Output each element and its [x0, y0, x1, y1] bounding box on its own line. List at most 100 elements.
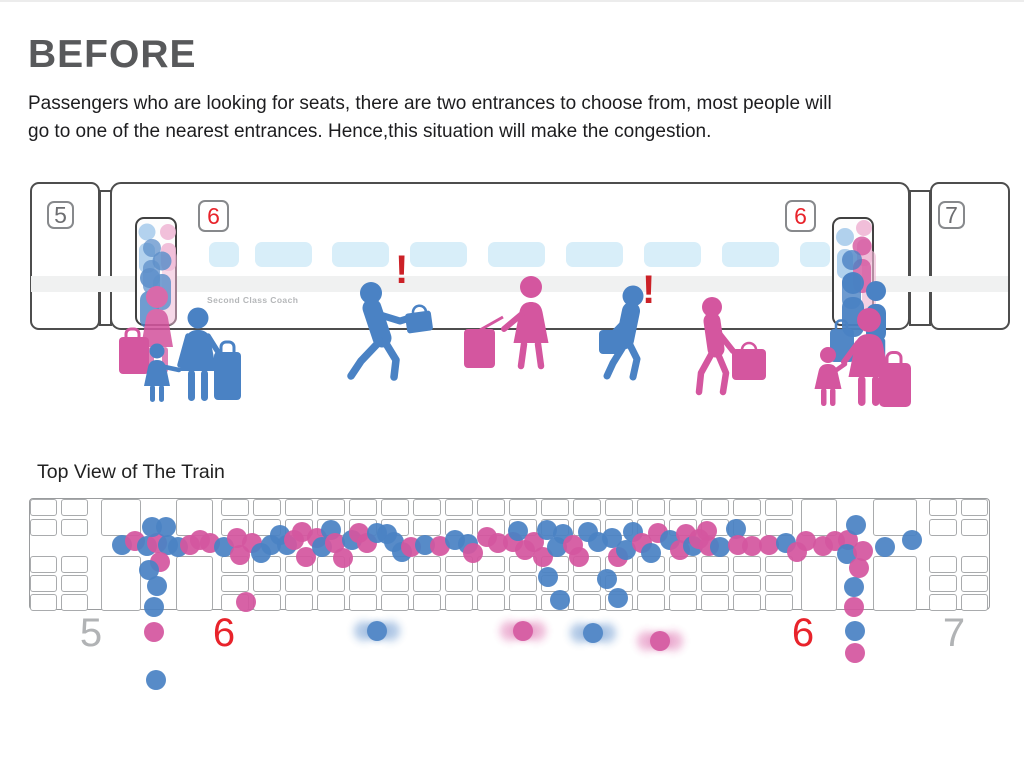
seat [176, 499, 213, 536]
woman-with-trolley-icon [464, 276, 549, 370]
seat [701, 519, 729, 536]
seat [253, 575, 281, 592]
car-number-badge-6-left: 6 [198, 200, 229, 232]
seat [669, 499, 697, 516]
train-window [255, 242, 312, 267]
seat [285, 594, 313, 611]
seat [285, 519, 313, 536]
seat [101, 499, 141, 536]
passenger-dot [845, 643, 865, 663]
moving-passenger-dot [583, 623, 603, 643]
passenger-dot [845, 621, 865, 641]
seat [929, 575, 957, 592]
seat [349, 575, 377, 592]
train-window [722, 242, 779, 267]
seat [541, 499, 569, 516]
seat [61, 594, 88, 611]
seat [573, 499, 601, 516]
seat [30, 575, 57, 592]
seat [961, 575, 988, 592]
seat [873, 499, 917, 536]
seat [477, 594, 505, 611]
seat [733, 575, 761, 592]
seat [669, 594, 697, 611]
seat [701, 594, 729, 611]
seat [30, 594, 57, 611]
seat [101, 556, 141, 611]
seat [253, 556, 281, 573]
seat [669, 556, 697, 573]
seat [765, 575, 793, 592]
train-window [488, 242, 545, 267]
seat [285, 499, 313, 516]
seat [317, 594, 345, 611]
seat [317, 556, 345, 573]
seat [30, 499, 57, 516]
walker-with-briefcase-icon [695, 297, 766, 396]
seat [509, 575, 537, 592]
seat [929, 556, 957, 573]
top-view-title: Top View of The Train [37, 461, 225, 483]
coach-class-label: Second Class Coach [207, 295, 299, 305]
seat [30, 556, 57, 573]
congestion-alert-icon: ! [642, 268, 656, 312]
moving-passenger-dot [513, 621, 533, 641]
seat [801, 556, 837, 611]
seat [477, 499, 505, 516]
seat [61, 556, 88, 573]
seat [221, 499, 249, 516]
seat [445, 499, 473, 516]
seat [701, 575, 729, 592]
seat [929, 519, 957, 536]
seat [176, 556, 213, 611]
seat [573, 594, 601, 611]
seat [381, 556, 409, 573]
top-border [0, 0, 1024, 2]
seat [961, 594, 988, 611]
seat [445, 594, 473, 611]
seat [349, 499, 377, 516]
seat [477, 519, 505, 536]
seat [221, 575, 249, 592]
congestion-alert-icon: ! [395, 248, 409, 292]
seat [733, 594, 761, 611]
top-view-car-number-6-left: 6 [212, 611, 236, 655]
seat [637, 519, 665, 536]
seat [733, 519, 761, 536]
seat [413, 519, 441, 536]
seat [669, 519, 697, 536]
seat [349, 556, 377, 573]
top-view-car-number-5: 5 [79, 611, 103, 655]
seat [381, 575, 409, 592]
page-description: Passengers who are looking for seats, th… [28, 93, 832, 142]
seat [605, 594, 633, 611]
seat [637, 575, 665, 592]
seat [381, 519, 409, 536]
train-window [566, 242, 623, 267]
seat [637, 594, 665, 611]
seat [701, 556, 729, 573]
train-window [332, 242, 389, 267]
seat [733, 556, 761, 573]
seat [961, 499, 988, 516]
seat [541, 556, 569, 573]
seat [445, 575, 473, 592]
seat [669, 575, 697, 592]
seat [701, 499, 729, 516]
seat [961, 519, 988, 536]
seat [637, 556, 665, 573]
seat [541, 594, 569, 611]
top-view-car-number-6-right: 6 [791, 611, 815, 655]
family-with-luggage-pink-icon [814, 308, 911, 407]
seat [509, 519, 537, 536]
moving-passenger-dot [367, 621, 387, 641]
seat [317, 519, 345, 536]
seat [541, 575, 569, 592]
man-with-shoulder-bag-icon [599, 285, 644, 381]
running-man-with-briefcase-icon [347, 282, 433, 381]
seat [221, 556, 249, 573]
seat [445, 519, 473, 536]
seat [765, 519, 793, 536]
car-number-badge-6-right: 6 [785, 200, 816, 232]
seat [605, 519, 633, 536]
